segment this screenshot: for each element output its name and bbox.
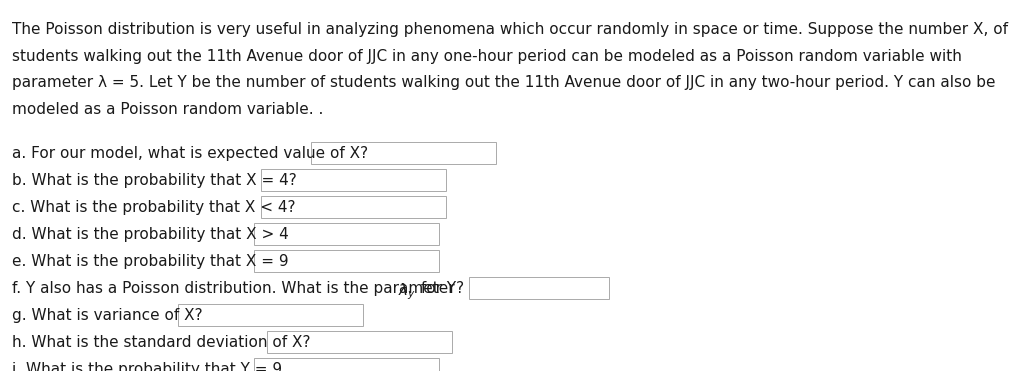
Text: students walking out the 11th Avenue door of JJC in any one-hour period can be m: students walking out the 11th Avenue doo… bbox=[12, 49, 962, 63]
Text: e. What is the probability that X = 9: e. What is the probability that X = 9 bbox=[12, 254, 289, 269]
Bar bbox=[254, 358, 439, 371]
Text: i. What is the probability that Y = 9: i. What is the probability that Y = 9 bbox=[12, 362, 283, 371]
Bar bbox=[178, 304, 364, 326]
Text: d. What is the probability that X > 4: d. What is the probability that X > 4 bbox=[12, 227, 289, 242]
Text: g. What is variance of X?: g. What is variance of X? bbox=[12, 308, 203, 323]
Bar bbox=[254, 250, 439, 272]
Text: The Poisson distribution is very useful in analyzing phenomena which occur rando: The Poisson distribution is very useful … bbox=[12, 22, 1008, 37]
Text: c. What is the probability that X < 4?: c. What is the probability that X < 4? bbox=[12, 200, 296, 215]
Text: f. Y also has a Poisson distribution. What is the parameter: f. Y also has a Poisson distribution. Wh… bbox=[12, 281, 464, 296]
Text: a. For our model, what is expected value of X?: a. For our model, what is expected value… bbox=[12, 146, 368, 161]
Text: $\lambda_y$: $\lambda_y$ bbox=[398, 281, 417, 302]
Text: for Y?: for Y? bbox=[417, 281, 465, 296]
Text: parameter λ = 5. Let Y be the number of students walking out the 11th Avenue doo: parameter λ = 5. Let Y be the number of … bbox=[12, 75, 995, 90]
Bar bbox=[261, 196, 445, 218]
Bar bbox=[254, 223, 439, 245]
Bar bbox=[261, 169, 445, 191]
Bar bbox=[267, 331, 453, 353]
Text: h. What is the standard deviation of X?: h. What is the standard deviation of X? bbox=[12, 335, 310, 350]
Text: b. What is the probability that X = 4?: b. What is the probability that X = 4? bbox=[12, 173, 297, 188]
Text: modeled as a Poisson random variable. .: modeled as a Poisson random variable. . bbox=[12, 102, 324, 116]
Bar bbox=[311, 142, 497, 164]
Bar bbox=[469, 277, 609, 299]
